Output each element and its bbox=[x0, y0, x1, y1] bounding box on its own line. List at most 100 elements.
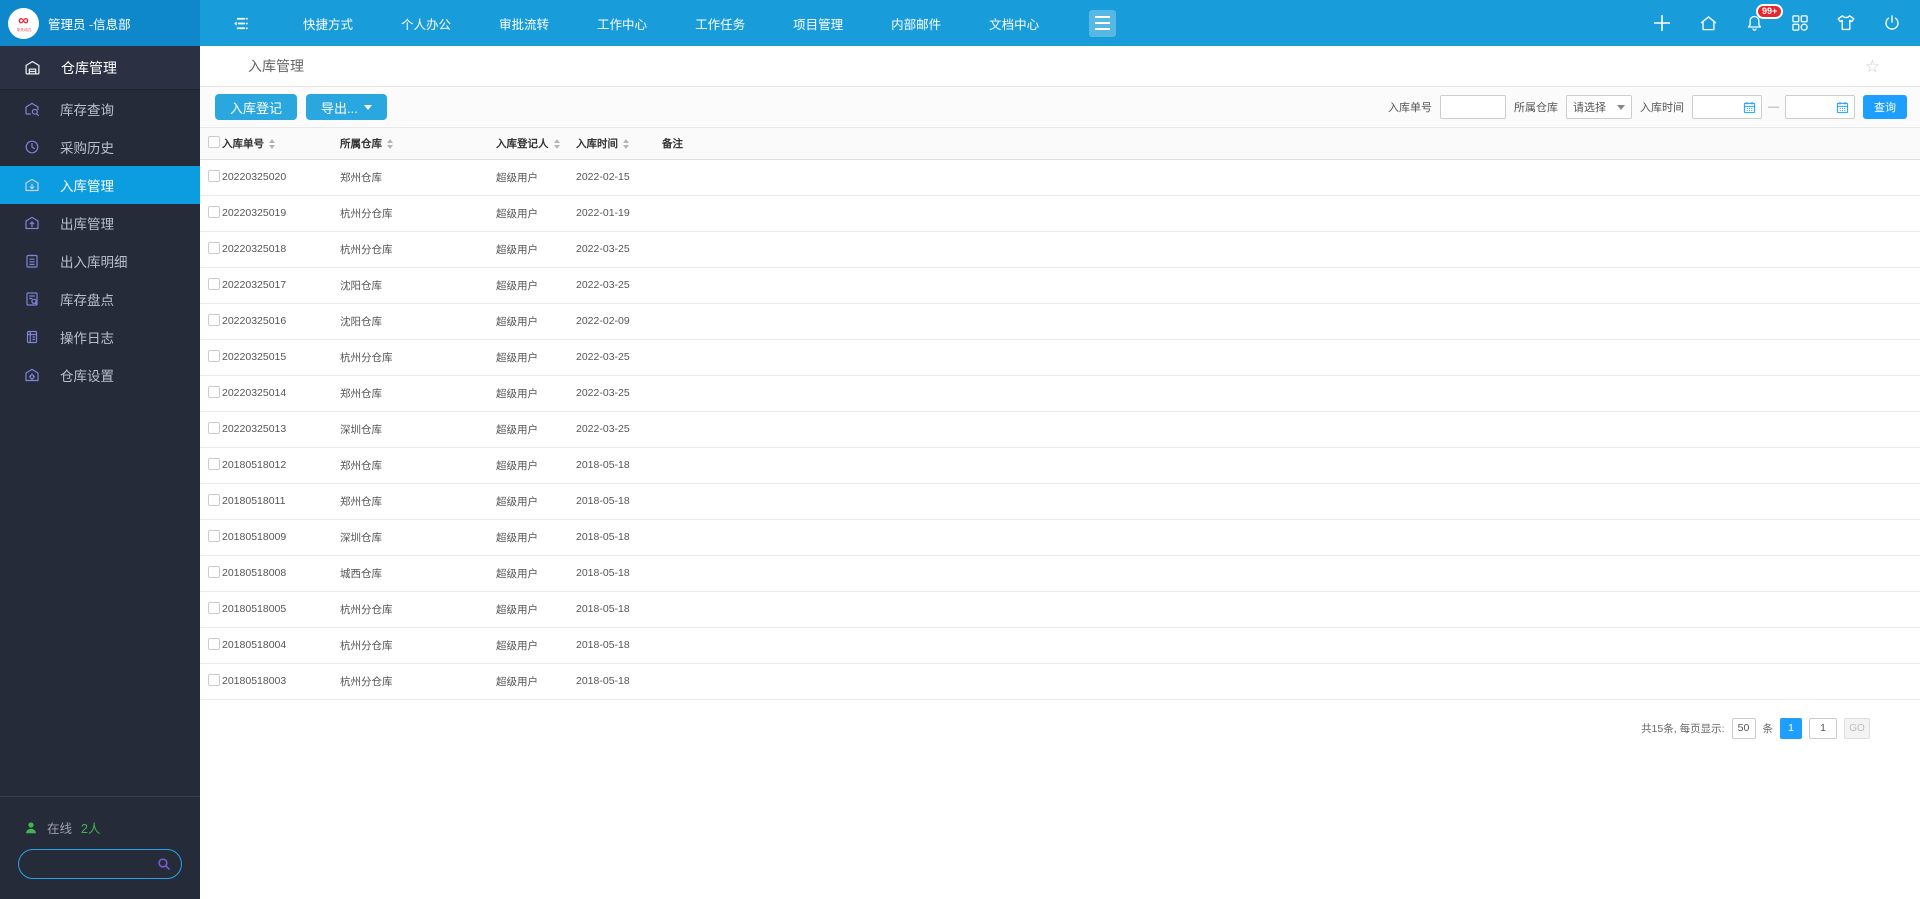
nav-item-work-center[interactable]: 工作中心 bbox=[597, 17, 648, 32]
home-icon[interactable] bbox=[1698, 13, 1719, 34]
nav-item-work-tasks[interactable]: 工作任务 bbox=[695, 17, 746, 32]
page-title: 入库管理 bbox=[248, 58, 304, 74]
row-checkbox[interactable] bbox=[208, 421, 220, 434]
sidebar-module-title[interactable]: 仓库管理 bbox=[0, 46, 200, 90]
goto-page-input[interactable] bbox=[1809, 717, 1837, 739]
logo-infinity-icon: ∞ bbox=[18, 12, 29, 29]
cell-warehouse: 杭州分仓库 bbox=[340, 663, 496, 700]
notifications-bell-icon[interactable]: 99+ bbox=[1744, 3, 1784, 34]
row-checkbox[interactable] bbox=[208, 169, 220, 182]
calendar-icon[interactable] bbox=[1743, 101, 1756, 114]
sort-icon[interactable] bbox=[553, 138, 560, 149]
cell-order-no: 20180518008 bbox=[222, 555, 340, 592]
sidebar-search-input[interactable] bbox=[31, 857, 157, 871]
search-icon[interactable] bbox=[157, 857, 171, 871]
time-from-field[interactable] bbox=[1692, 95, 1762, 119]
cell-order-no: 20180518004 bbox=[222, 627, 340, 664]
sidebar-item-warehouse-settings[interactable]: 仓库设置 bbox=[0, 356, 200, 394]
cell-remark bbox=[662, 519, 1920, 556]
cell-registrant: 超级用户 bbox=[496, 339, 576, 376]
log-book-icon bbox=[24, 329, 40, 345]
table-row: 20220325017 沈阳仓库 超级用户 2022-03-25 bbox=[200, 267, 1920, 304]
cell-order-no: 20180518003 bbox=[222, 663, 340, 700]
cell-order-no: 20220325014 bbox=[222, 375, 340, 412]
favorite-star-icon[interactable]: ☆ bbox=[1864, 56, 1880, 76]
header-warehouse[interactable]: 所属仓库 bbox=[340, 128, 496, 160]
row-checkbox[interactable] bbox=[208, 241, 220, 254]
logout-power-icon[interactable] bbox=[1882, 13, 1902, 33]
time-from-input[interactable] bbox=[1698, 101, 1743, 113]
inbound-register-label: 入库登记 bbox=[230, 100, 283, 116]
sidebar-item-operation-log[interactable]: 操作日志 bbox=[0, 318, 200, 356]
header-time[interactable]: 入库时间 bbox=[576, 128, 662, 160]
nav-item-personal-office[interactable]: 个人办公 bbox=[401, 17, 452, 32]
nav-item-document-center[interactable]: 文档中心 bbox=[989, 17, 1040, 32]
query-button[interactable]: 查询 bbox=[1863, 95, 1907, 119]
row-checkbox[interactable] bbox=[208, 457, 220, 470]
app-logo[interactable]: ∞ 华天动力 bbox=[8, 7, 39, 39]
row-checkbox[interactable] bbox=[208, 493, 220, 506]
nav-more-menu-icon[interactable] bbox=[1089, 9, 1117, 37]
row-checkbox[interactable] bbox=[208, 277, 220, 290]
cell-order-no: 20220325015 bbox=[222, 339, 340, 376]
nav-item-internal-mail[interactable]: 内部邮件 bbox=[891, 17, 942, 32]
time-filter-label: 入库时间 bbox=[1640, 102, 1684, 114]
row-checkbox[interactable] bbox=[208, 385, 220, 398]
time-to-field[interactable] bbox=[1785, 95, 1855, 119]
cell-remark bbox=[662, 483, 1920, 520]
cell-warehouse: 杭州分仓库 bbox=[340, 627, 496, 664]
header-registrant[interactable]: 入库登记人 bbox=[496, 128, 576, 160]
row-checkbox[interactable] bbox=[208, 313, 220, 326]
sidebar-collapse-icon[interactable] bbox=[230, 13, 251, 34]
row-checkbox[interactable] bbox=[208, 565, 220, 578]
sort-icon[interactable] bbox=[623, 138, 629, 149]
sidebar-item-stock-taking[interactable]: 库存盘点 bbox=[0, 280, 200, 318]
row-checkbox[interactable] bbox=[208, 637, 220, 650]
pagination: 共15条, 每页显示: 条 1 GO bbox=[200, 700, 1920, 739]
cell-registrant: 超级用户 bbox=[496, 231, 576, 268]
nav-item-approval-flow[interactable]: 审批流转 bbox=[499, 17, 550, 32]
theme-shirt-icon[interactable] bbox=[1835, 12, 1857, 34]
cell-warehouse: 郑州仓库 bbox=[340, 483, 496, 520]
inbound-register-button[interactable]: 入库登记 bbox=[215, 94, 298, 120]
sidebar-item-inventory-query[interactable]: 库存查询 bbox=[0, 90, 200, 128]
sidebar-item-outbound-management[interactable]: 出库管理 bbox=[0, 204, 200, 242]
go-button[interactable]: GO bbox=[1844, 717, 1870, 739]
nav-item-shortcuts[interactable]: 快捷方式 bbox=[303, 17, 354, 32]
sidebar-item-label: 出入库明细 bbox=[60, 255, 128, 270]
warehouse-select[interactable]: 请选择 bbox=[1566, 95, 1632, 119]
current-page-button[interactable]: 1 bbox=[1780, 717, 1802, 739]
sidebar-divider bbox=[0, 796, 200, 797]
apps-grid-icon[interactable] bbox=[1790, 13, 1810, 33]
row-checkbox[interactable] bbox=[208, 205, 220, 218]
header-order-no[interactable]: 入库单号 bbox=[222, 128, 340, 160]
time-to-input[interactable] bbox=[1791, 101, 1836, 113]
row-checkbox[interactable] bbox=[208, 529, 220, 542]
sidebar-item-purchase-history[interactable]: 采购历史 bbox=[0, 128, 200, 166]
cell-registrant: 超级用户 bbox=[496, 303, 576, 340]
sort-icon[interactable] bbox=[387, 138, 393, 149]
filter-bar: 入库单号 所属仓库 请选择 入库时间 — 查询 bbox=[1388, 95, 1907, 119]
table-row: 20180518011 郑州仓库 超级用户 2018-05-18 bbox=[200, 483, 1920, 520]
select-all-checkbox[interactable] bbox=[208, 135, 220, 148]
add-icon[interactable] bbox=[1651, 12, 1673, 34]
sort-icon[interactable] bbox=[269, 138, 275, 149]
nav-item-project-management[interactable]: 项目管理 bbox=[793, 17, 844, 32]
page-size-input[interactable] bbox=[1731, 717, 1756, 739]
table-row: 20180518008 城西仓库 超级用户 2018-05-18 bbox=[200, 555, 1920, 592]
sidebar-item-inbound-management[interactable]: 入库管理 bbox=[0, 166, 200, 204]
cell-time: 2022-02-15 bbox=[576, 159, 662, 196]
export-button[interactable]: 导出... bbox=[306, 94, 387, 120]
row-checkbox[interactable] bbox=[208, 601, 220, 614]
cell-registrant: 超级用户 bbox=[496, 267, 576, 304]
order-no-input[interactable] bbox=[1440, 95, 1506, 119]
cell-order-no: 20220325016 bbox=[222, 303, 340, 340]
calendar-icon[interactable] bbox=[1836, 101, 1849, 114]
cell-registrant: 超级用户 bbox=[496, 375, 576, 412]
sidebar-item-inout-details[interactable]: 出入库明细 bbox=[0, 242, 200, 280]
cell-warehouse: 郑州仓库 bbox=[340, 159, 496, 196]
row-checkbox[interactable] bbox=[208, 673, 220, 686]
row-checkbox[interactable] bbox=[208, 349, 220, 362]
cell-remark bbox=[662, 303, 1920, 340]
cell-time: 2018-05-18 bbox=[576, 663, 662, 700]
